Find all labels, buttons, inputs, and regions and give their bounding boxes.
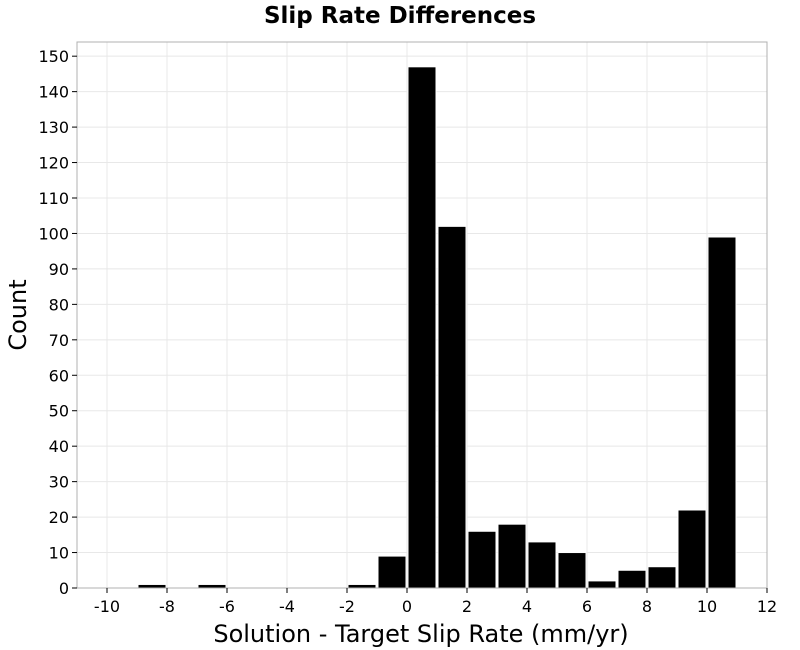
histogram-bar: [557, 552, 587, 589]
histogram-bar: [707, 236, 737, 589]
x-tick-label: 2: [462, 597, 472, 616]
y-axis: 0 10 20 30 40 50 60 70 80 90 100 110 120 130 140 150: [38, 47, 77, 598]
y-axis-label: Count: [4, 279, 32, 350]
chart-title: Slip Rate Differences: [264, 3, 536, 29]
histogram-bar: [377, 555, 407, 589]
histogram-bar: [137, 583, 167, 589]
y-tick-label: 40: [49, 437, 69, 456]
histogram-bars: [137, 66, 737, 589]
x-tick-label: -6: [219, 597, 235, 616]
histogram-bar: [617, 569, 647, 589]
histogram-bar: [407, 66, 437, 589]
y-tick-label: 150: [38, 47, 69, 66]
x-tick-label: 12: [757, 597, 777, 616]
histogram-bar: [677, 509, 707, 589]
y-tick-label: 60: [49, 366, 69, 385]
x-axis: -10 -8 -6 -4 -2 0 2 4 6 8 10 12: [94, 588, 777, 616]
y-tick-label: 140: [38, 83, 69, 102]
histogram-bar: [197, 583, 227, 589]
x-tick-label: 6: [582, 597, 592, 616]
y-tick-label: 20: [49, 508, 69, 527]
y-tick-label: 0: [59, 579, 69, 598]
y-tick-label: 80: [49, 295, 69, 314]
x-tick-label: -8: [159, 597, 175, 616]
x-tick-label: 10: [697, 597, 717, 616]
histogram-bar: [587, 580, 617, 589]
y-tick-label: 130: [38, 118, 69, 137]
histogram-bar: [647, 566, 677, 589]
histogram-bar: [437, 225, 467, 589]
y-tick-label: 120: [38, 154, 69, 173]
histogram-bar: [497, 523, 527, 589]
x-tick-label: -10: [94, 597, 120, 616]
y-tick-label: 70: [49, 331, 69, 350]
y-tick-label: 50: [49, 402, 69, 421]
x-tick-label: 4: [522, 597, 532, 616]
x-tick-label: 0: [402, 597, 412, 616]
y-tick-label: 10: [49, 544, 69, 563]
plot-area-frame: [76, 41, 768, 589]
x-tick-label: -2: [339, 597, 355, 616]
histogram-bar: [527, 541, 557, 589]
y-tick-label: 110: [38, 189, 69, 208]
x-axis-label: Solution - Target Slip Rate (mm/yr): [213, 620, 628, 648]
y-tick-label: 90: [49, 260, 69, 279]
x-tick-label: -4: [279, 597, 295, 616]
x-tick-label: 8: [642, 597, 652, 616]
histogram-bar: [467, 530, 497, 589]
y-tick-label: 30: [49, 473, 69, 492]
y-tick-label: 100: [38, 224, 69, 243]
histogram-bar: [347, 583, 377, 589]
